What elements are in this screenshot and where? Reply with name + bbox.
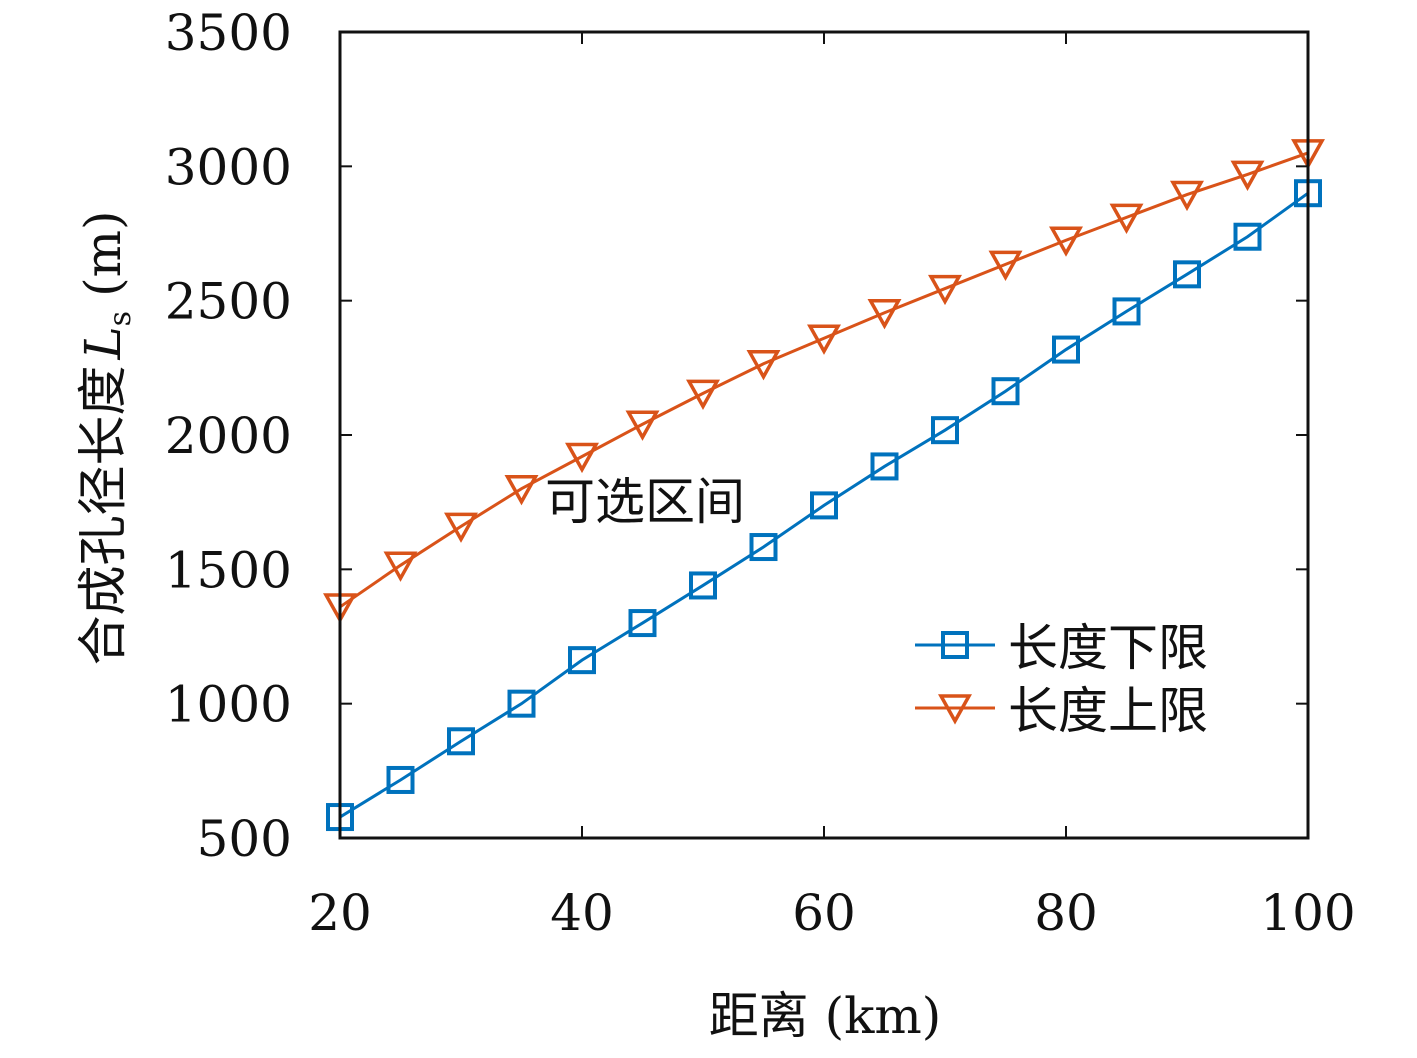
data-point-lower-limit — [1052, 335, 1080, 364]
data-point-upper-limit — [807, 324, 841, 355]
data-point-upper-limit — [383, 551, 418, 582]
data-point-upper-limit — [504, 474, 539, 506]
data-point-lower-limit — [568, 646, 596, 675]
y-tick-label: 1500 — [165, 541, 292, 599]
data-point-upper-limit — [444, 512, 478, 543]
data-point-upper-limit — [928, 274, 962, 306]
data-point-upper-limit — [988, 250, 1023, 281]
data-point-upper-limit — [625, 410, 660, 441]
data-point-upper-limit — [1170, 180, 1204, 212]
data-point-lower-limit — [1173, 260, 1201, 289]
x-tick-label: 60 — [792, 884, 856, 942]
data-point-upper-limit — [686, 379, 720, 410]
y-tick-label: 2500 — [165, 273, 292, 331]
legend-entry-upper-limit: 长度上限 — [915, 682, 1208, 740]
legend-marker-lower-limit — [941, 631, 969, 659]
y-tick-label: 1000 — [165, 676, 292, 734]
data-point-lower-limit — [628, 609, 657, 638]
y-axis-title-text: 合成孔径长度 — [74, 366, 132, 666]
data-point-upper-limit — [1230, 160, 1265, 191]
plot-area — [323, 139, 1325, 832]
data-point-lower-limit — [507, 689, 536, 718]
data-point-upper-limit — [1109, 203, 1144, 234]
y-axis-title: 合成孔径长度 Ls (m) — [74, 210, 138, 665]
series-line-upper-limit — [339, 151, 1309, 609]
data-point-lower-limit — [1233, 222, 1262, 251]
x-tick-label: 100 — [1260, 884, 1355, 942]
data-point-lower-limit — [1112, 297, 1141, 326]
legend-label-upper-limit: 长度上限 — [1008, 682, 1208, 740]
x-tick-label: 20 — [308, 884, 372, 942]
data-point-lower-limit — [991, 377, 1020, 406]
y-axis-title-subscript: s — [103, 311, 138, 326]
x-tick-label: 40 — [550, 884, 614, 942]
y-tick-label: 2000 — [165, 407, 292, 465]
annotation-label: 可选区间 — [545, 473, 745, 531]
data-point-lower-limit — [810, 491, 838, 520]
series-line-lower-limit — [339, 191, 1309, 819]
series-upper-limit — [323, 139, 1325, 624]
axes: 20 40 60 80 100 500 1000 1500 2000 2500 3000 3500 — [165, 4, 1356, 942]
legend-label-lower-limit: 长度下限 — [1008, 619, 1208, 677]
legend-entry-lower-limit: 长度下限 — [915, 619, 1208, 677]
data-point-upper-limit — [867, 299, 902, 330]
data-point-upper-limit — [1049, 226, 1083, 257]
y-tick-label: 3500 — [165, 4, 292, 62]
x-axis-title: 距离 (km) — [709, 987, 942, 1045]
data-point-lower-limit — [931, 416, 959, 445]
y-tick-label: 500 — [197, 810, 292, 868]
data-point-lower-limit — [870, 452, 899, 481]
data-point-lower-limit — [386, 765, 415, 794]
x-tick-label: 80 — [1034, 884, 1098, 942]
data-point-lower-limit — [749, 533, 778, 562]
data-point-upper-limit — [565, 442, 599, 474]
data-point-lower-limit — [447, 727, 475, 756]
series-lower-limit — [326, 179, 1322, 832]
y-axis-title-unit: (m) — [74, 210, 132, 296]
y-axis-title-symbol: L — [74, 326, 132, 360]
data-point-lower-limit — [689, 571, 717, 600]
svg-text:合成孔径长度Ls(m): 合成孔径长度 Ls (m) — [74, 210, 138, 665]
y-tick-label: 3000 — [165, 138, 292, 196]
data-point-upper-limit — [746, 350, 781, 381]
legend-marker-upper-limit — [938, 694, 972, 725]
